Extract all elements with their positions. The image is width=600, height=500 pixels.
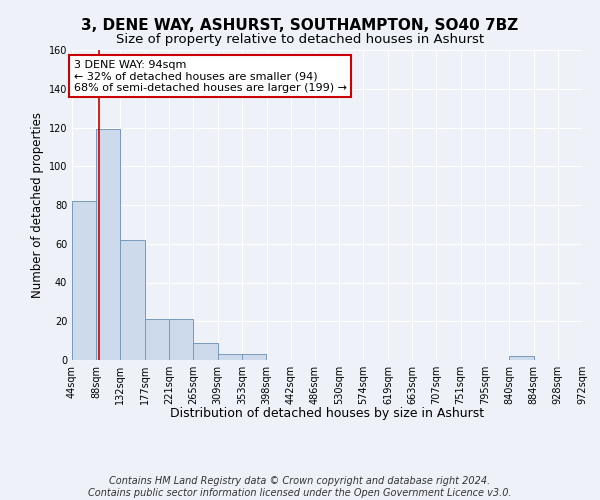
Bar bbox=[242, 354, 266, 360]
Bar bbox=[169, 320, 193, 360]
Bar bbox=[145, 320, 169, 360]
Bar bbox=[218, 354, 242, 360]
Bar bbox=[96, 130, 121, 360]
X-axis label: Distribution of detached houses by size in Ashurst: Distribution of detached houses by size … bbox=[170, 407, 484, 420]
Bar bbox=[121, 240, 145, 360]
Text: 3 DENE WAY: 94sqm
← 32% of detached houses are smaller (94)
68% of semi-detached: 3 DENE WAY: 94sqm ← 32% of detached hous… bbox=[74, 60, 347, 93]
Bar bbox=[193, 342, 218, 360]
Bar bbox=[509, 356, 533, 360]
Y-axis label: Number of detached properties: Number of detached properties bbox=[31, 112, 44, 298]
Text: Contains HM Land Registry data © Crown copyright and database right 2024.
Contai: Contains HM Land Registry data © Crown c… bbox=[88, 476, 512, 498]
Bar bbox=[72, 201, 96, 360]
Text: 3, DENE WAY, ASHURST, SOUTHAMPTON, SO40 7BZ: 3, DENE WAY, ASHURST, SOUTHAMPTON, SO40 … bbox=[82, 18, 518, 32]
Text: Size of property relative to detached houses in Ashurst: Size of property relative to detached ho… bbox=[116, 32, 484, 46]
